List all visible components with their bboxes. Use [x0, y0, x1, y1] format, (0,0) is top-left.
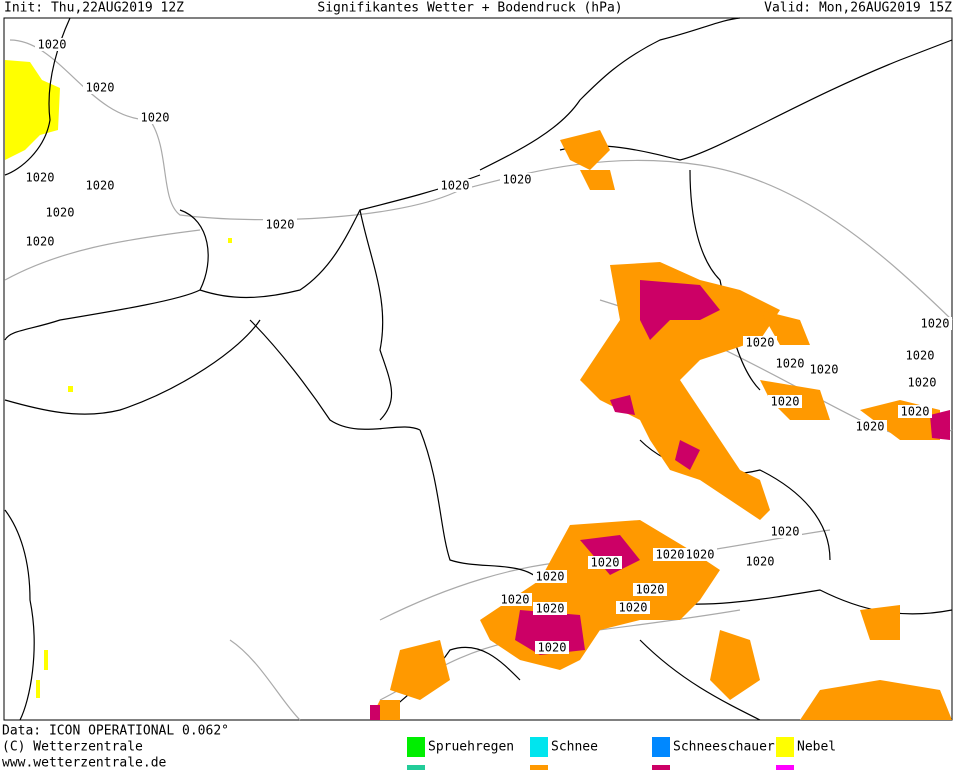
isobar-label-bg: [653, 548, 687, 561]
isobar-label-bg: [616, 601, 650, 614]
isobar-label: 1020: [636, 583, 665, 597]
isobar-label-bg: [743, 336, 777, 349]
isobar-label-bg: [43, 206, 77, 219]
isobar-label: 1020: [38, 38, 67, 52]
isobar-label: 1020: [908, 376, 937, 390]
isobar-label: 1020: [906, 349, 935, 363]
isobar-label: 1020: [686, 548, 715, 562]
legend-swatch: [530, 737, 548, 757]
isobar-label-bg: [23, 171, 57, 184]
isobar-label: 1020: [536, 602, 565, 616]
isobar-label-bg: [35, 38, 69, 51]
isobar-label-bg: [83, 81, 117, 94]
isobar-label-bg: [743, 555, 777, 568]
isobar-label-bg: [533, 570, 567, 583]
isobar-label: 1020: [746, 336, 775, 350]
footer-line: (C) Wetterzentrale: [2, 740, 143, 755]
isobar-label-bg: [898, 405, 932, 418]
isobar-label-bg: [533, 602, 567, 615]
isobar-label-bg: [83, 179, 117, 192]
isobar-label-bg: [768, 525, 802, 538]
isobar-label-bg: [138, 111, 172, 124]
isobar-label: 1020: [86, 179, 115, 193]
isobar-label-bg: [905, 376, 939, 389]
isobar-labels: 1020 1020 1020 1020 1020 1020 1020 1020 1020 1020…: [23, 38, 952, 655]
isobar-label: 1020: [771, 395, 800, 409]
init-time: Init: Thu,22AUG2019 12Z: [4, 1, 184, 16]
fog-area: [5, 60, 232, 698]
isobar-label-bg: [500, 173, 534, 186]
isobar-label: 1020: [619, 601, 648, 615]
isobar-label: 1020: [538, 641, 567, 655]
isobar-label-bg: [773, 357, 807, 370]
valid-time: Valid: Mon,26AUG2019 15Z: [764, 1, 952, 16]
isobar-label: 1020: [746, 555, 775, 569]
isobar-label-bg: [438, 179, 472, 192]
legend-label: Spruehregen: [428, 740, 514, 755]
isobar-label: 1020: [141, 111, 170, 125]
map-title: Signifikantes Wetter + Bodendruck (hPa): [317, 1, 622, 16]
isobar-label-bg: [807, 363, 841, 376]
isobar-label-bg: [683, 548, 717, 561]
isobar-label: 1020: [591, 556, 620, 570]
isobar-label: 1020: [921, 317, 950, 331]
legend-label: Schnee: [551, 740, 598, 755]
legend: Spruehregen Schnee Schneeschauer Nebel: [407, 737, 836, 770]
isobar-label: 1020: [46, 206, 75, 220]
legend-swatch-secondary: [407, 765, 425, 770]
isobar-label-bg: [918, 317, 952, 330]
isobar-label: 1020: [901, 405, 930, 419]
map-frame: [3, 17, 953, 721]
isobar-label: 1020: [26, 235, 55, 249]
legend-swatch: [652, 737, 670, 757]
footer-line: Data: ICON OPERATIONAL 0.062°: [2, 724, 229, 739]
isobar-label-bg: [23, 235, 57, 248]
isobar-label-bg: [633, 583, 667, 596]
isobar-label-bg: [903, 349, 937, 362]
legend-swatch-secondary: [530, 765, 548, 770]
isobar-label-bg: [498, 593, 532, 606]
legend-label: Schneeschauer: [673, 740, 775, 755]
isobar-label: 1020: [501, 593, 530, 607]
isobar-label: 1020: [86, 81, 115, 95]
isobar-label: 1020: [26, 171, 55, 185]
isobar-label: 1020: [266, 218, 295, 232]
isobar-label: 1020: [776, 357, 805, 371]
isobar-label: 1020: [656, 548, 685, 562]
isobar-label: 1020: [503, 173, 532, 187]
legend-label: Nebel: [797, 740, 836, 755]
isobar-label: 1020: [810, 363, 839, 377]
isobar-label-bg: [768, 395, 802, 408]
isobar-label: 1020: [856, 420, 885, 434]
isobar-label-bg: [588, 556, 622, 569]
isobar-label: 1020: [771, 525, 800, 539]
footer-line: www.wetterzentrale.de: [2, 756, 167, 770]
legend-swatch: [407, 737, 425, 757]
isobar-label-bg: [535, 641, 569, 654]
isobar-label: 1020: [536, 570, 565, 584]
legend-swatch: [776, 737, 794, 757]
isobar-label-bg: [263, 218, 297, 231]
legend-swatch-secondary: [652, 765, 670, 770]
isobar-label-bg: [853, 420, 887, 433]
legend-swatch-secondary: [776, 765, 794, 770]
isobar-label: 1020: [441, 179, 470, 193]
